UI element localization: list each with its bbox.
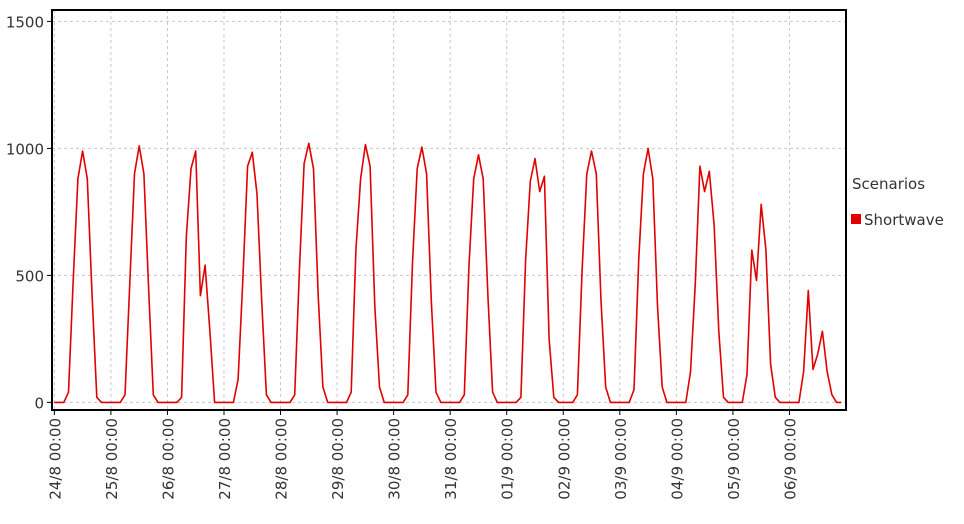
y-tick-label: 500: [15, 267, 44, 285]
y-tick-label: 1500: [6, 13, 44, 31]
x-tick-label: 25/8 00:00: [103, 418, 121, 500]
x-tick-label: 28/8 00:00: [273, 418, 291, 500]
x-tick-label: 03/9 00:00: [612, 418, 630, 500]
x-tick-label: 04/9 00:00: [668, 418, 686, 500]
series-line: [54, 142, 842, 404]
y-tick-label: 0: [34, 394, 44, 412]
x-tick-label: 26/8 00:00: [159, 418, 177, 500]
x-tick-label: 27/8 00:00: [216, 418, 234, 500]
x-tick-label: 30/8 00:00: [386, 418, 404, 500]
x-tick-label: 01/9 00:00: [499, 418, 517, 500]
x-tick-label: 05/9 00:00: [725, 418, 743, 500]
x-tick-label: 06/9 00:00: [781, 418, 799, 500]
legend-title: Scenarios: [852, 175, 925, 193]
legend-swatch: [851, 214, 861, 224]
x-tick-label: 24/8 00:00: [46, 418, 64, 500]
legend-label: Shortwave: [864, 211, 944, 229]
plot-frame: [51, 9, 847, 411]
y-tick-label: 1000: [6, 140, 44, 158]
x-tick-label: 31/8 00:00: [442, 418, 460, 500]
x-tick-label: 29/8 00:00: [329, 418, 347, 500]
x-tick-label: 02/9 00:00: [555, 418, 573, 500]
